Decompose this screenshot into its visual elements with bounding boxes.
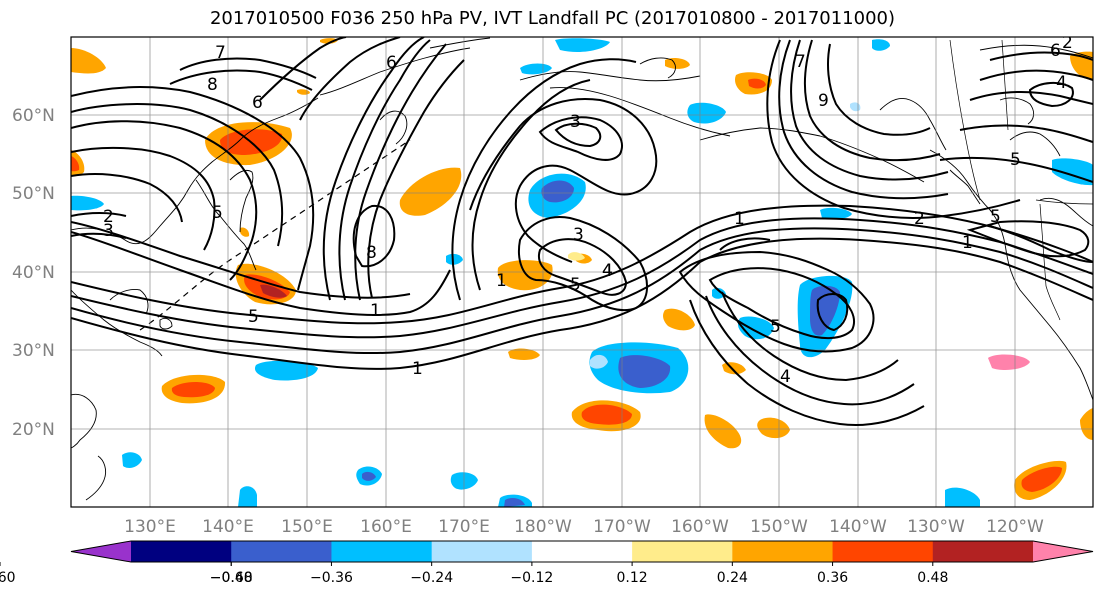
contour-label: 4 (602, 261, 613, 281)
contour-label: 7 (795, 52, 806, 72)
lat-label: 20°N (12, 420, 55, 440)
contour-label: 6 (386, 53, 397, 73)
colorbar-extend-min (71, 541, 131, 562)
colorbar-tick-label: 0.60 (0, 570, 16, 586)
colorbar-segment (732, 541, 834, 562)
colorbar-tick-label: 0.48 (917, 570, 948, 586)
contour-label: 5 (770, 317, 781, 337)
lat-label: 60°N (12, 106, 55, 126)
contour-label: 7 (215, 43, 226, 63)
contour-label: 4 (1056, 73, 1067, 93)
contour-label: 2 (914, 209, 925, 229)
colorbar-tick-label: 0.36 (817, 570, 848, 586)
lon-label: 130°E (124, 517, 176, 537)
contour-label: 8 (366, 243, 377, 263)
contour-label: 1 (962, 233, 973, 253)
lat-label: 50°N (12, 184, 55, 204)
contour-label: 1 (370, 301, 381, 321)
contour-label: 1 (412, 359, 423, 379)
colorbar-tick-label: −0.12 (510, 570, 553, 586)
contour-label: 3 (570, 112, 581, 132)
colorbar-segment (331, 541, 433, 562)
lon-label: 120°W (986, 517, 1044, 537)
contour-label: 5 (248, 307, 259, 327)
colorbar-ticks: −0.60−0.48 −0.36 −0.24 −0.12 0.12 0.24 0.36 0.4… (0, 562, 948, 586)
colorbar-segment (131, 541, 232, 562)
lon-label: 160°E (360, 517, 412, 537)
longitude-labels: 130°E 140°E 150°E 160°E 170°E 180°W 170°… (124, 517, 1044, 537)
contour-label: 2 (1062, 33, 1073, 53)
lon-label: 140°W (829, 517, 887, 537)
colorbar-segment (231, 541, 332, 562)
contour-label: 3 (573, 225, 584, 245)
lon-label: 150°W (750, 517, 808, 537)
colorbar-tick-label: 0.24 (717, 570, 748, 586)
contour-label: 6 (252, 93, 263, 113)
colorbar-outline (70, 540, 1094, 563)
lat-label: 40°N (12, 263, 55, 283)
contour-label: 5 (990, 207, 1001, 227)
map-title: 2017010500 F036 250 hPa PV, IVT Landfall… (209, 8, 896, 29)
lat-label: 30°N (12, 341, 55, 361)
colorbar (70, 540, 1094, 563)
contour-label: 2 (103, 207, 114, 227)
lon-label: 130°W (907, 517, 965, 537)
lon-label: 180°W (514, 517, 572, 537)
colorbar-tick-label: −0.60 (210, 570, 253, 586)
colorbar-segment (431, 541, 533, 562)
borders (949, 39, 1093, 321)
colorbar-tick-label: −0.36 (310, 570, 353, 586)
lon-label: 150°E (281, 517, 333, 537)
dashed-line (139, 139, 411, 331)
contour-label: 4 (602, 261, 613, 281)
contour-label: 5 (570, 275, 581, 295)
map-panel: 7 8 6 6 3 4 9 7 4 5 5 2 3 5 8 1 1 3 4 5 … (71, 33, 1093, 507)
colorbar-segment (832, 541, 934, 562)
contour-label: 3 (103, 221, 114, 241)
colorbar-tick-label: −0.24 (410, 570, 453, 586)
pv-contours (71, 37, 1093, 427)
latitude-labels: 60°N 50°N 40°N 30°N 20°N (12, 106, 55, 440)
contour-labels: 7 8 6 6 3 4 9 7 4 5 5 2 3 5 8 1 1 3 4 5 … (103, 33, 1073, 387)
contour-label: 5 (212, 203, 223, 223)
lon-label: 160°W (671, 517, 729, 537)
map-frame (70, 36, 1094, 508)
coastlines (71, 37, 1093, 501)
colorbar-extend-max (1033, 541, 1093, 562)
contour-label: 5 (1010, 150, 1021, 170)
contour-label: 4 (780, 367, 791, 387)
positive-anomaly-shading (71, 38, 1093, 500)
colorbar-segment (531, 541, 633, 562)
contour-label: 1 (496, 271, 507, 291)
contour-label: 1 (734, 209, 745, 229)
contour-label: 9 (818, 91, 829, 111)
lon-label: 170°E (438, 517, 490, 537)
colorbar-tick-label: −0.48 (210, 570, 253, 586)
lon-label: 140°E (202, 517, 254, 537)
colorbar-segment (632, 541, 733, 562)
contour-label: 8 (207, 75, 218, 95)
colorbar-segment (932, 541, 1034, 562)
colorbar-tick-label: 0.12 (617, 570, 648, 586)
contour-label: 6 (1050, 41, 1061, 61)
lon-label: 170°W (593, 517, 651, 537)
